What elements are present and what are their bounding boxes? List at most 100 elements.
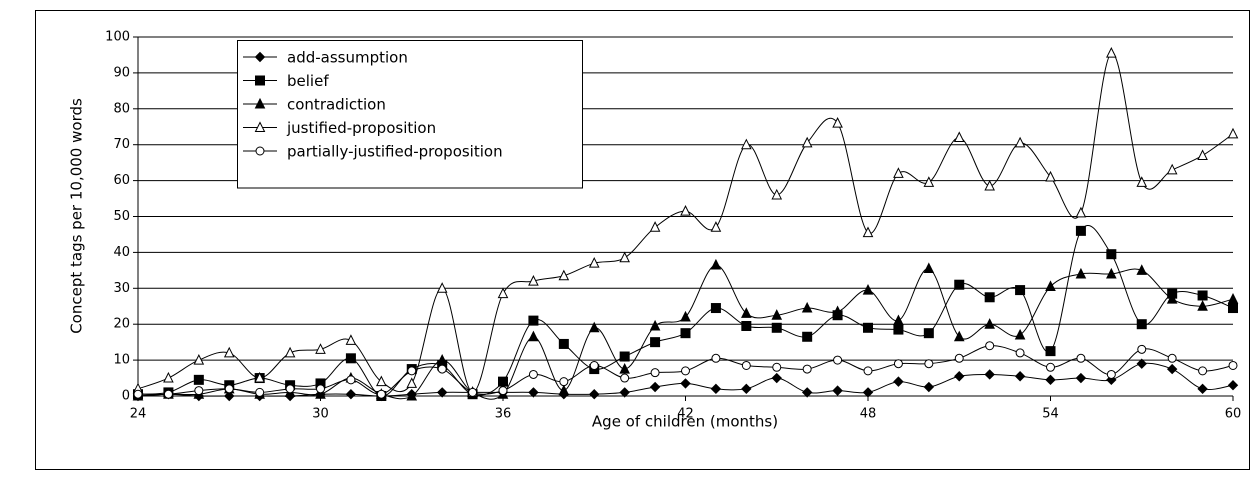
marker: [559, 377, 569, 387]
marker: [224, 384, 234, 394]
marker: [801, 301, 813, 313]
marker: [284, 346, 296, 358]
marker: [862, 387, 874, 398]
marker: [710, 221, 722, 232]
marker: [1106, 267, 1117, 279]
marker: [741, 383, 752, 395]
marker: [1137, 344, 1147, 354]
marker: [619, 251, 630, 263]
marker: [772, 362, 782, 372]
marker: [1227, 127, 1239, 139]
marker: [1046, 362, 1055, 372]
marker: [1045, 280, 1056, 292]
marker: [619, 362, 630, 374]
marker: [1136, 319, 1147, 330]
marker: [254, 51, 266, 63]
marker: [1106, 369, 1116, 379]
marker: [650, 337, 661, 348]
marker: [1045, 346, 1056, 357]
marker: [345, 388, 357, 400]
marker: [1075, 225, 1086, 236]
marker: [1106, 47, 1117, 58]
y-tick-label: 100: [105, 30, 130, 45]
marker: [953, 330, 965, 342]
marker: [588, 321, 600, 333]
legend-label: justified-proposition: [286, 119, 436, 137]
x-tick-label: 60: [1225, 407, 1242, 422]
marker: [316, 384, 325, 394]
marker: [620, 373, 630, 383]
marker: [619, 351, 630, 362]
marker: [711, 353, 721, 363]
marker: [345, 334, 357, 345]
marker: [1166, 292, 1178, 304]
marker: [649, 221, 661, 232]
marker: [558, 338, 569, 349]
marker: [863, 322, 873, 333]
marker: [436, 387, 448, 398]
y-tick-label: 30: [113, 281, 130, 296]
marker: [255, 387, 265, 397]
marker: [1228, 360, 1238, 370]
marker: [1075, 206, 1087, 218]
marker: [832, 305, 843, 317]
marker: [1136, 358, 1147, 369]
marker: [833, 355, 843, 365]
marker: [254, 371, 265, 383]
marker: [771, 309, 783, 320]
marker: [1015, 348, 1025, 358]
marker: [862, 283, 874, 295]
marker: [802, 331, 813, 342]
marker: [710, 383, 722, 395]
marker: [741, 320, 752, 331]
y-tick-label: 80: [113, 101, 130, 116]
marker: [528, 387, 539, 398]
marker: [1075, 372, 1087, 384]
marker: [771, 188, 783, 200]
marker: [1106, 249, 1117, 260]
marker: [923, 176, 935, 187]
marker: [315, 343, 326, 354]
marker: [1045, 170, 1056, 182]
marker: [1166, 363, 1178, 375]
marker: [1014, 136, 1026, 148]
marker: [710, 303, 721, 314]
marker: [1075, 267, 1087, 279]
marker: [954, 353, 964, 363]
marker: [376, 375, 387, 387]
marker: [649, 319, 661, 331]
marker: [710, 258, 722, 270]
y-tick-label: 0: [122, 389, 130, 404]
marker: [255, 146, 265, 156]
marker: [436, 282, 448, 293]
marker: [437, 364, 447, 374]
marker: [1167, 353, 1177, 363]
marker: [680, 378, 691, 389]
legend-label: add-assumption: [287, 49, 408, 67]
marker: [1014, 371, 1026, 382]
marker: [223, 346, 235, 358]
x-tick-label: 42: [677, 407, 694, 422]
marker: [893, 376, 904, 387]
marker: [680, 204, 691, 216]
marker: [954, 279, 965, 290]
marker: [924, 359, 934, 369]
x-tick-label: 54: [1042, 407, 1059, 422]
marker: [984, 179, 995, 191]
marker: [1136, 176, 1148, 187]
marker: [345, 353, 356, 364]
marker: [528, 369, 538, 379]
marker: [1198, 366, 1208, 376]
y-tick-label: 40: [113, 245, 130, 260]
marker: [680, 310, 691, 322]
marker: [498, 386, 508, 396]
marker: [893, 314, 904, 326]
marker: [741, 360, 751, 370]
marker: [1197, 290, 1208, 301]
marker: [406, 389, 418, 401]
marker: [224, 390, 235, 402]
marker: [681, 366, 690, 376]
legend-label: belief: [287, 72, 329, 90]
marker: [1197, 300, 1208, 311]
marker: [163, 371, 174, 383]
